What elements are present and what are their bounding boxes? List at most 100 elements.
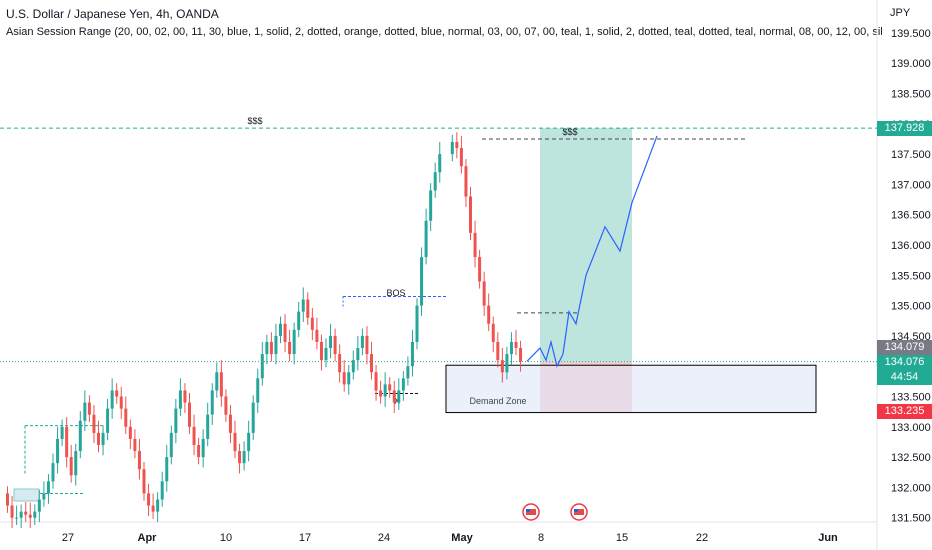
candle-up bbox=[215, 372, 219, 391]
price-tag-last: 134.076 bbox=[877, 355, 932, 370]
candle-down bbox=[228, 414, 232, 433]
candle-down bbox=[482, 281, 486, 306]
candle-down bbox=[137, 451, 141, 470]
demand-zone-box bbox=[445, 364, 817, 414]
y-tick-label: 137.000 bbox=[891, 179, 931, 191]
session-box bbox=[13, 488, 40, 502]
candle-down bbox=[487, 305, 491, 324]
candle-down bbox=[455, 141, 459, 149]
candle-up bbox=[505, 354, 509, 373]
candle-down bbox=[473, 232, 477, 258]
y-tick-label: 133.500 bbox=[891, 392, 931, 404]
candle-up bbox=[347, 372, 351, 385]
y-tick-label: 136.500 bbox=[891, 210, 931, 222]
candle-down bbox=[65, 426, 69, 458]
candle-up bbox=[450, 141, 454, 155]
candle-down bbox=[464, 166, 468, 197]
candle-down bbox=[478, 257, 482, 282]
candle-up bbox=[292, 329, 296, 355]
low-mark-label: X bbox=[394, 396, 400, 406]
candle-up bbox=[397, 390, 401, 403]
x-tick-label: Jun bbox=[818, 532, 838, 544]
candle-down bbox=[28, 514, 32, 518]
candle-up bbox=[329, 335, 333, 349]
bar-countdown: 44:54 bbox=[877, 370, 932, 385]
candle-up bbox=[351, 360, 355, 373]
candle-down bbox=[69, 457, 73, 476]
candle-up bbox=[509, 341, 513, 355]
candle-down bbox=[142, 469, 146, 494]
candle-up bbox=[433, 172, 437, 191]
candle-up bbox=[60, 426, 64, 439]
candle-up bbox=[106, 408, 110, 433]
candle-down bbox=[233, 432, 237, 452]
candle-up bbox=[356, 348, 360, 361]
candle-up bbox=[251, 402, 255, 433]
candle-down bbox=[469, 196, 472, 233]
candle-down bbox=[92, 414, 96, 433]
candle-up bbox=[324, 348, 328, 361]
candle-up bbox=[201, 438, 205, 458]
candle-up bbox=[415, 305, 419, 342]
candle-up bbox=[420, 257, 424, 306]
candle-down bbox=[24, 511, 28, 515]
liquidity-label-right: $$$ bbox=[562, 127, 577, 137]
candle-up bbox=[406, 366, 410, 379]
y-tick-label: 131.500 bbox=[891, 513, 931, 525]
x-tick-label: Apr bbox=[138, 532, 158, 544]
candle-down bbox=[219, 372, 223, 397]
projection-path bbox=[526, 135, 658, 368]
candle-up bbox=[78, 420, 82, 452]
y-tick-label: 139.500 bbox=[891, 28, 931, 40]
candle-up bbox=[242, 451, 246, 464]
candle-up bbox=[383, 384, 387, 397]
candle-up bbox=[165, 457, 169, 482]
candle-down bbox=[288, 341, 292, 355]
candle-up bbox=[438, 154, 442, 173]
candle-up bbox=[101, 432, 105, 445]
candle-down bbox=[97, 432, 100, 445]
candle-up bbox=[160, 481, 164, 500]
candle-up bbox=[424, 220, 428, 258]
candle-down bbox=[128, 426, 132, 439]
candle-up bbox=[274, 335, 278, 355]
candle-up bbox=[83, 402, 87, 421]
candle-down bbox=[370, 354, 373, 373]
candle-up bbox=[401, 378, 405, 391]
y-tick-label: 135.500 bbox=[891, 270, 931, 282]
demand-zone-label: Demand Zone bbox=[469, 396, 526, 406]
candle-up bbox=[74, 451, 78, 476]
candle-down bbox=[392, 390, 396, 403]
candle-down bbox=[269, 341, 273, 355]
candle-down bbox=[283, 323, 287, 342]
candle-down bbox=[319, 341, 323, 361]
candle-down bbox=[10, 505, 14, 518]
candle-up bbox=[260, 354, 264, 379]
indicator-legend[interactable]: Asian Session Range (20, 00, 02, 00, 11,… bbox=[6, 26, 882, 38]
candle-down bbox=[306, 299, 310, 318]
us-flag-event-icon bbox=[574, 509, 584, 515]
candle-down bbox=[491, 323, 495, 342]
symbol-title: U.S. Dollar / Japanese Yen, 4h, OANDA bbox=[6, 7, 219, 21]
candle-down bbox=[124, 408, 128, 427]
candle-up bbox=[174, 408, 178, 433]
candle-down bbox=[514, 341, 518, 349]
y-tick-label: 139.000 bbox=[891, 58, 931, 70]
target-zone bbox=[540, 128, 632, 362]
candle-up bbox=[297, 311, 301, 330]
candle-up bbox=[206, 414, 210, 439]
candle-down bbox=[183, 390, 187, 403]
x-tick-label: 27 bbox=[62, 532, 74, 544]
candle-up bbox=[37, 499, 41, 512]
candle-down bbox=[197, 444, 201, 458]
candle-up bbox=[360, 335, 364, 349]
candle-down bbox=[342, 372, 346, 385]
x-tick-label: 10 bbox=[220, 532, 232, 544]
candle-up bbox=[256, 378, 260, 403]
us-flag-event-icon bbox=[574, 509, 578, 512]
candle-down bbox=[224, 396, 228, 415]
candle-up bbox=[156, 499, 160, 512]
candle-down bbox=[365, 335, 369, 355]
